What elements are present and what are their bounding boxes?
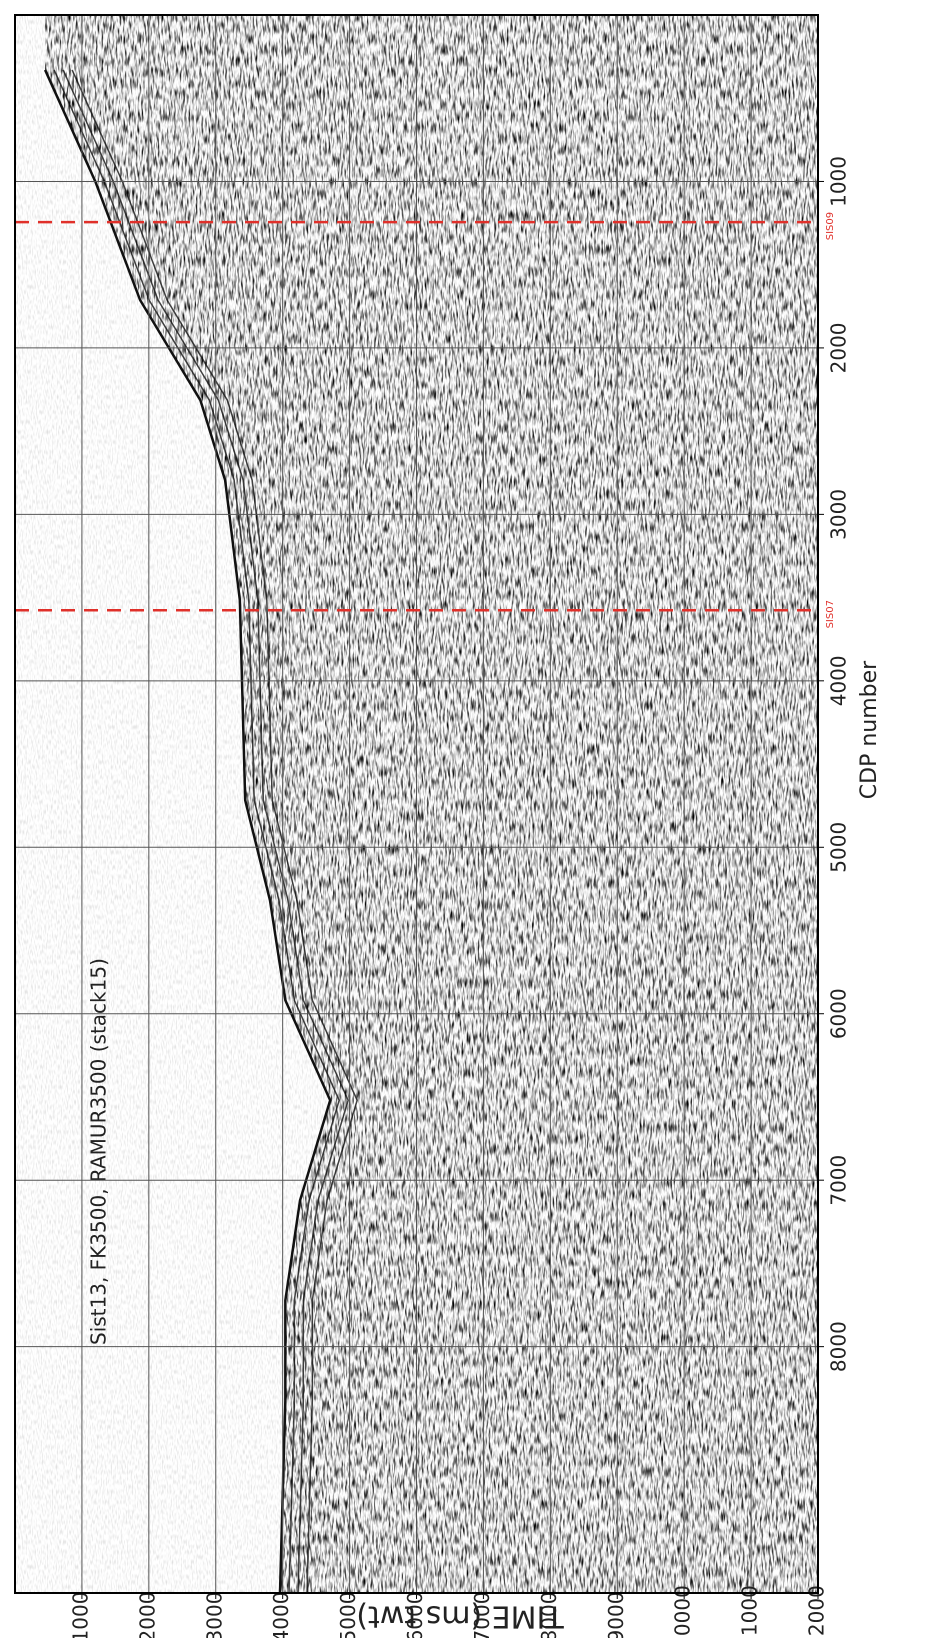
seafloor [62, 69, 349, 1594]
y-tick-label: 7000 [470, 1592, 494, 1638]
plot-frame [14, 14, 819, 1594]
y-tick-label: 1000 [68, 1592, 92, 1638]
x-tick-label: 6000 [827, 988, 851, 1039]
x-tick-label: 1000 [827, 156, 851, 207]
x-tick-label: 4000 [827, 655, 851, 706]
x-tick-label: 5000 [827, 822, 851, 873]
seafloor [71, 69, 358, 1594]
seafloor [43, 69, 332, 1594]
y-tick-label: 9000 [604, 1592, 628, 1638]
x-tick-label: 7000 [827, 1155, 851, 1206]
y-tick-label: 2000 [135, 1592, 159, 1638]
marker-label: SIS09 [825, 212, 836, 240]
marker-label: SIS07 [825, 600, 836, 628]
chart-title: Sist13, FK3500, RAMUR3500 (stack15) [87, 958, 111, 1345]
y-tick-label: 3000 [202, 1592, 226, 1638]
x-tick-label: 8000 [827, 1321, 851, 1372]
seafloor [53, 69, 340, 1594]
y-tick-label: 5000 [336, 1592, 360, 1638]
x-tick-label: 2000 [827, 322, 851, 373]
x-tick-label: 3000 [827, 489, 851, 540]
y-tick-label: 6000 [403, 1592, 427, 1638]
y-tick-label: 4000 [269, 1592, 293, 1638]
x-axis-label: CDP number [857, 660, 882, 799]
y-axis-label: TIME (ms twt) [356, 1599, 564, 1634]
y-tick-label: 8000 [537, 1592, 561, 1638]
